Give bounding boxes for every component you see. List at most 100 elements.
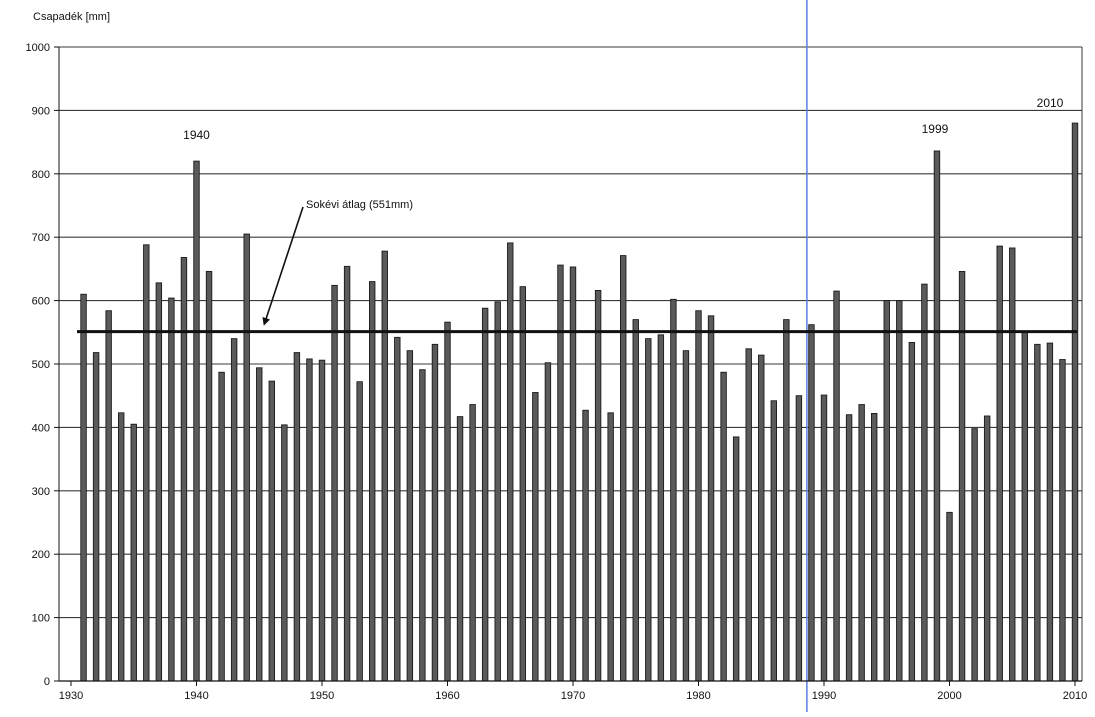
x-tick-label: 1940 bbox=[184, 690, 208, 702]
bar-1980 bbox=[695, 310, 702, 682]
bar-1985 bbox=[758, 354, 765, 682]
bar-2005 bbox=[1009, 247, 1016, 682]
average-arrow bbox=[262, 206, 304, 326]
bar-1977 bbox=[657, 334, 665, 682]
bar-1965 bbox=[507, 242, 514, 682]
bar-2000 bbox=[946, 511, 953, 682]
bars-layer bbox=[80, 122, 1079, 682]
bar-1964 bbox=[494, 301, 501, 682]
bar-1932 bbox=[92, 352, 100, 682]
bar-1996 bbox=[896, 300, 903, 682]
bar-1982 bbox=[720, 371, 727, 682]
bar-1944 bbox=[243, 233, 250, 682]
y-tick-label: 200 bbox=[32, 549, 50, 561]
bar-1934 bbox=[117, 412, 125, 682]
bar-1961 bbox=[456, 416, 464, 682]
bar-1933 bbox=[105, 310, 112, 682]
bar-1991 bbox=[833, 290, 840, 682]
y-tick-label: 400 bbox=[32, 422, 50, 434]
bar-1978 bbox=[670, 298, 677, 682]
x-tick-label: 1930 bbox=[59, 690, 83, 702]
bar-1972 bbox=[594, 290, 602, 682]
bar-1945 bbox=[256, 367, 263, 682]
bar-1938 bbox=[168, 297, 175, 682]
bar-1939 bbox=[180, 257, 188, 682]
bar-2006 bbox=[1021, 331, 1028, 682]
x-tick-label: 1950 bbox=[310, 690, 334, 702]
bar-1957 bbox=[406, 350, 414, 682]
bar-2009 bbox=[1059, 359, 1066, 682]
bar-2003 bbox=[983, 415, 991, 682]
bar-1993 bbox=[858, 404, 865, 682]
bar-1973 bbox=[607, 412, 614, 682]
bar-2004 bbox=[996, 245, 1003, 682]
bar-1989 bbox=[808, 324, 815, 682]
bar-1940 bbox=[193, 160, 200, 682]
bar-1946 bbox=[268, 380, 275, 682]
bar-1983 bbox=[732, 436, 740, 682]
y-tick-label: 0 bbox=[44, 676, 50, 688]
x-tick-label: 1990 bbox=[812, 690, 836, 702]
bar-1979 bbox=[682, 350, 690, 682]
bar-1936 bbox=[143, 244, 150, 682]
bar-1994 bbox=[871, 413, 878, 682]
y-tick-label: 300 bbox=[32, 486, 50, 498]
x-tick-label: 1960 bbox=[435, 690, 459, 702]
bar-1981 bbox=[707, 315, 715, 682]
bar-1942 bbox=[218, 371, 225, 682]
bar-1971 bbox=[582, 409, 589, 682]
bar-1966 bbox=[519, 286, 526, 682]
bar-1974 bbox=[620, 255, 627, 682]
bar-1953 bbox=[356, 381, 363, 682]
y-tick-label: 600 bbox=[32, 296, 50, 308]
bar-1950 bbox=[318, 359, 326, 682]
bar-1954 bbox=[369, 281, 376, 682]
x-tick-label: 1970 bbox=[561, 690, 585, 702]
bar-2008 bbox=[1046, 342, 1054, 682]
y-tick-label: 1000 bbox=[26, 42, 50, 54]
bar-1984 bbox=[745, 348, 752, 682]
bar-1962 bbox=[469, 404, 476, 682]
bar-1969 bbox=[557, 264, 564, 682]
bar-1988 bbox=[795, 395, 803, 682]
bar-1952 bbox=[343, 265, 351, 682]
annotation-1999: 1999 bbox=[922, 122, 949, 136]
y-tick-label: 500 bbox=[32, 359, 50, 371]
bar-1995 bbox=[883, 300, 890, 682]
bar-1987 bbox=[783, 319, 790, 682]
y-tick-label: 800 bbox=[32, 169, 50, 181]
y-axis-title: Csapadék [mm] bbox=[33, 11, 111, 23]
bar-1948 bbox=[293, 352, 301, 682]
bar-1967 bbox=[532, 392, 539, 682]
bar-1968 bbox=[544, 362, 552, 682]
bar-1990 bbox=[820, 394, 828, 682]
bar-2002 bbox=[971, 428, 978, 682]
bar-1997 bbox=[908, 341, 916, 682]
bar-2010 bbox=[1071, 122, 1079, 682]
bar-1960 bbox=[444, 321, 451, 682]
bar-1963 bbox=[481, 307, 489, 682]
y-tick-label: 700 bbox=[32, 232, 50, 244]
bar-1992 bbox=[845, 414, 853, 682]
axis-layer: 0 100 200 300 400 500 600 700 800 900 1000 1930 1940… bbox=[26, 42, 1088, 702]
bar-1998 bbox=[921, 283, 928, 682]
x-tick-label: 2010 bbox=[1063, 690, 1087, 702]
bar-1935 bbox=[130, 423, 137, 682]
bar-1955 bbox=[381, 250, 388, 682]
bar-1943 bbox=[230, 338, 238, 682]
x-tick-label: 1980 bbox=[686, 690, 710, 702]
annotation-1940: 1940 bbox=[183, 128, 210, 142]
bar-1999 bbox=[933, 150, 941, 682]
annotation-2010: 2010 bbox=[1037, 96, 1064, 110]
y-tick-label: 100 bbox=[32, 613, 50, 625]
bar-1951 bbox=[331, 284, 338, 682]
bar-1986 bbox=[770, 400, 777, 682]
bar-1976 bbox=[645, 338, 652, 682]
average-label: Sokévi átlag (551mm) bbox=[306, 199, 413, 211]
bar-1959 bbox=[431, 343, 439, 682]
bar-1975 bbox=[632, 319, 639, 682]
bar-1949 bbox=[306, 358, 313, 682]
bar-1970 bbox=[569, 266, 577, 682]
